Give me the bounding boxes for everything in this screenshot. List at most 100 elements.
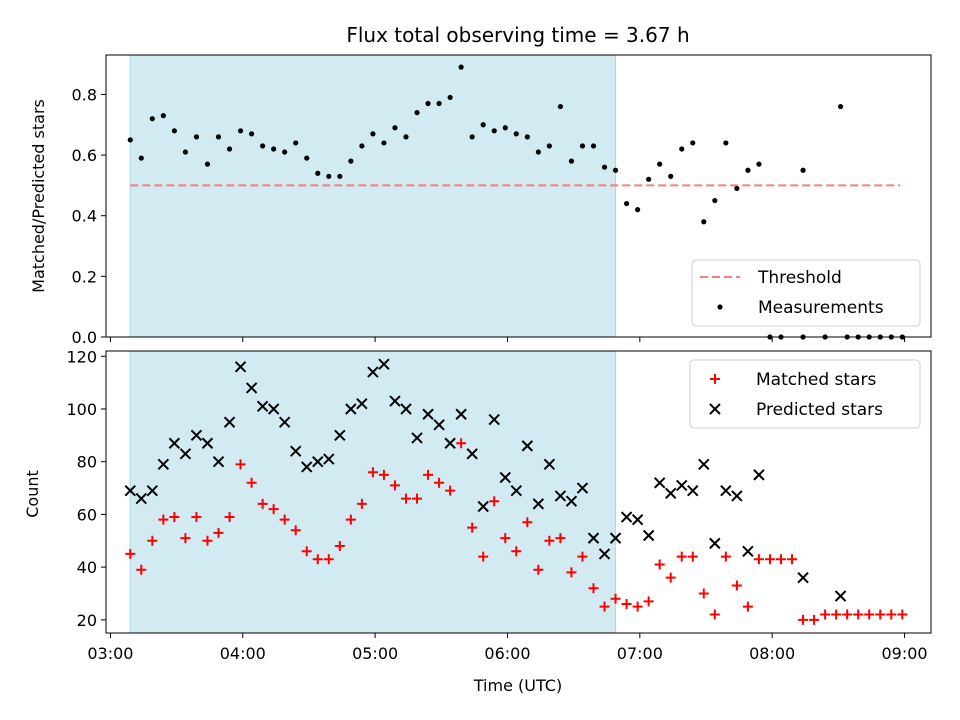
- measurement-point: [447, 94, 453, 101]
- x-tick-label: 08:00: [749, 644, 795, 663]
- measurement-point: [657, 161, 663, 167]
- predicted-star-point: [433, 419, 445, 431]
- y-tick-label: 80: [77, 453, 97, 472]
- matched-star-point: [588, 583, 599, 594]
- matched-star-point: [423, 469, 434, 480]
- bottom-panel: 20 40 60 80 100 120 03:00 04:00 05:00 06:00 07:00 0…: [66, 347, 932, 663]
- measurement-point: [491, 128, 497, 134]
- predicted-star-point: [731, 490, 743, 502]
- measurement-point: [127, 137, 133, 143]
- x-tick-label: 06:00: [484, 644, 530, 663]
- measurement-point: [171, 128, 177, 134]
- predicted-star-point: [631, 513, 644, 526]
- measurement-point: [370, 131, 376, 137]
- matched-star-point: [279, 514, 290, 525]
- measurement-point: [612, 167, 619, 173]
- measurement-point: [293, 140, 299, 146]
- matched-star-point: [599, 601, 610, 612]
- matched-star-point: [709, 609, 720, 620]
- x-tick-label: 04:00: [220, 644, 266, 663]
- measurement-point: [381, 140, 387, 146]
- y-tick-label: 20: [77, 611, 97, 630]
- measurement-point: [723, 140, 729, 146]
- matched-star-point: [809, 614, 820, 625]
- predicted-star-point: [532, 498, 545, 510]
- matched-star-point: [831, 609, 842, 620]
- matched-star-point: [202, 535, 213, 546]
- measurement-point: [579, 143, 586, 149]
- matched-star-point: [412, 493, 423, 504]
- matched-star-point: [301, 546, 312, 557]
- matched-star-point: [389, 480, 400, 491]
- measurement-point: [414, 110, 420, 116]
- legend-box: [691, 259, 921, 327]
- measurement-point: [337, 173, 343, 179]
- matched-star-point: [798, 614, 809, 625]
- measurement-point: [635, 207, 641, 213]
- legend-matched-label: Matched stars: [756, 370, 876, 390]
- predicted-star-point: [499, 471, 511, 484]
- matched-star-point: [731, 580, 742, 591]
- top-y-axis-label: Matched/Predicted stars: [29, 99, 48, 293]
- x-tick-label: 09:00: [881, 644, 927, 663]
- matched-star-point: [720, 551, 731, 562]
- predicted-star-point: [576, 482, 589, 494]
- predicted-star-point: [157, 458, 170, 471]
- y-tick-label: 0.2: [72, 267, 97, 286]
- predicted-star-point: [510, 484, 523, 497]
- predicted-star-point: [400, 403, 412, 415]
- predicted-star-point: [834, 590, 847, 602]
- measurement-point: [425, 100, 431, 107]
- matched-star-point: [246, 477, 257, 488]
- predicted-star-point: [609, 532, 622, 544]
- predicted-star-point: [256, 400, 269, 413]
- matched-star-point: [875, 609, 886, 620]
- matched-star-point: [897, 609, 908, 620]
- predicted-star-point: [323, 453, 335, 465]
- matched-star-point: [676, 551, 687, 562]
- measurement-point: [359, 143, 365, 149]
- predicted-star-point: [356, 398, 368, 410]
- measurement-point: [601, 164, 608, 170]
- matched-star-point: [434, 477, 445, 488]
- predicted-star-point: [698, 458, 710, 471]
- bottom-y-axis-label: Count: [23, 470, 42, 518]
- predicted-star-point: [742, 545, 754, 558]
- matched-star-point: [147, 535, 158, 546]
- predicted-star-point: [797, 571, 809, 584]
- predicted-star-point: [565, 495, 578, 507]
- predicted-star-point: [234, 361, 247, 373]
- measurement-point: [160, 113, 166, 119]
- matched-star-point: [158, 514, 169, 525]
- measurement-point: [712, 197, 718, 204]
- matched-star-point: [334, 541, 345, 552]
- measurement-point: [392, 125, 398, 131]
- matched-star-point: [842, 609, 853, 620]
- plot-frame: [105, 54, 932, 338]
- plot-frame: [105, 350, 932, 634]
- predicted-star-point: [488, 413, 500, 426]
- predicted-star-point: [146, 484, 159, 497]
- predicted-star-point: [664, 487, 677, 500]
- measurement-point: [326, 173, 332, 179]
- measurement-point: [248, 131, 255, 137]
- matched-star-point: [853, 609, 864, 620]
- predicted-star-point: [168, 437, 181, 449]
- measurement-point: [679, 146, 685, 152]
- matched-star-point: [864, 609, 875, 620]
- matched-star-point: [312, 554, 323, 565]
- x-axis-label: Time (UTC): [473, 676, 562, 695]
- measurement-point: [837, 103, 844, 110]
- predicted-star-point: [709, 537, 721, 550]
- predicted-star-point: [367, 366, 379, 378]
- matched-star-point: [235, 459, 246, 470]
- matched-star-point: [522, 517, 533, 528]
- predicted-star-point: [212, 455, 225, 468]
- predicted-star-point: [201, 437, 214, 449]
- predicted-star-point: [676, 479, 688, 492]
- matched-star-point: [401, 493, 411, 504]
- matched-star-point: [268, 504, 279, 515]
- y-tick-label: 0.4: [72, 207, 97, 226]
- predicted-star-point: [554, 490, 567, 502]
- measurement-point: [701, 219, 707, 225]
